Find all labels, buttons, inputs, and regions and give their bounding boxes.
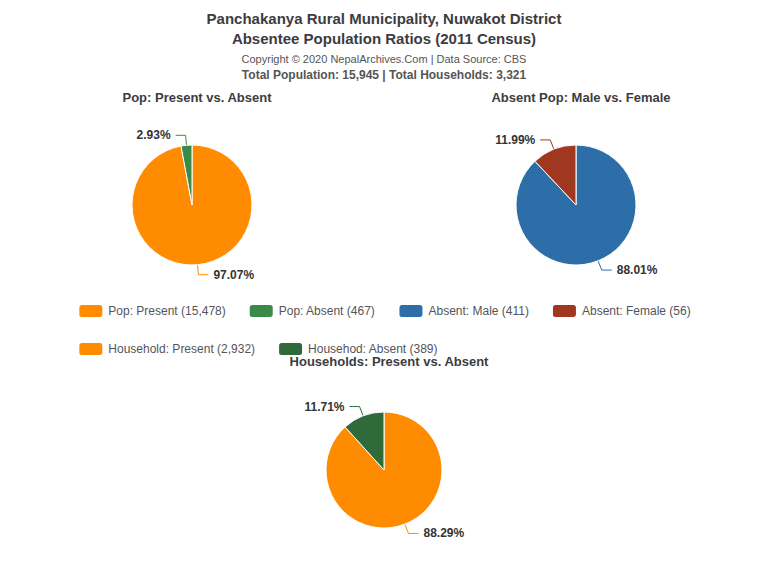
svg-text:Panchakanya Rural Municipality: Panchakanya Rural Municipality, Nuwakot … [207,10,562,27]
svg-text:88.01%: 88.01% [617,263,658,277]
svg-text:Pop: Present vs. Absent: Pop: Present vs. Absent [122,90,272,105]
svg-text:Absent: Male (411): Absent: Male (411) [428,304,529,318]
svg-text:11.99%: 11.99% [495,133,535,147]
svg-text:Total Population: 15,945 | Tot: Total Population: 15,945 | Total Househo… [242,68,527,82]
svg-text:88.29%: 88.29% [423,526,464,540]
svg-text:Pop: Present (15,478): Pop: Present (15,478) [108,304,225,318]
svg-text:Household: Present (2,932): Household: Present (2,932) [108,342,255,356]
svg-text:Pop: Absent (467): Pop: Absent (467) [279,304,375,318]
svg-text:Households: Present vs. Absent: Households: Present vs. Absent [290,354,490,369]
svg-text:Absent: Female (56): Absent: Female (56) [582,304,691,318]
svg-text:Absentee Population Ratios (20: Absentee Population Ratios (2011 Census) [232,30,536,47]
svg-text:Copyright © 2020 NepalArchives: Copyright © 2020 NepalArchives.Com | Dat… [242,53,527,65]
svg-text:Househod: Absent (389): Househod: Absent (389) [308,342,438,356]
svg-text:11.71%: 11.71% [304,400,344,414]
svg-text:97.07%: 97.07% [213,268,254,282]
svg-text:2.93%: 2.93% [137,128,171,142]
svg-text:Absent Pop: Male vs. Female: Absent Pop: Male vs. Female [491,90,670,105]
